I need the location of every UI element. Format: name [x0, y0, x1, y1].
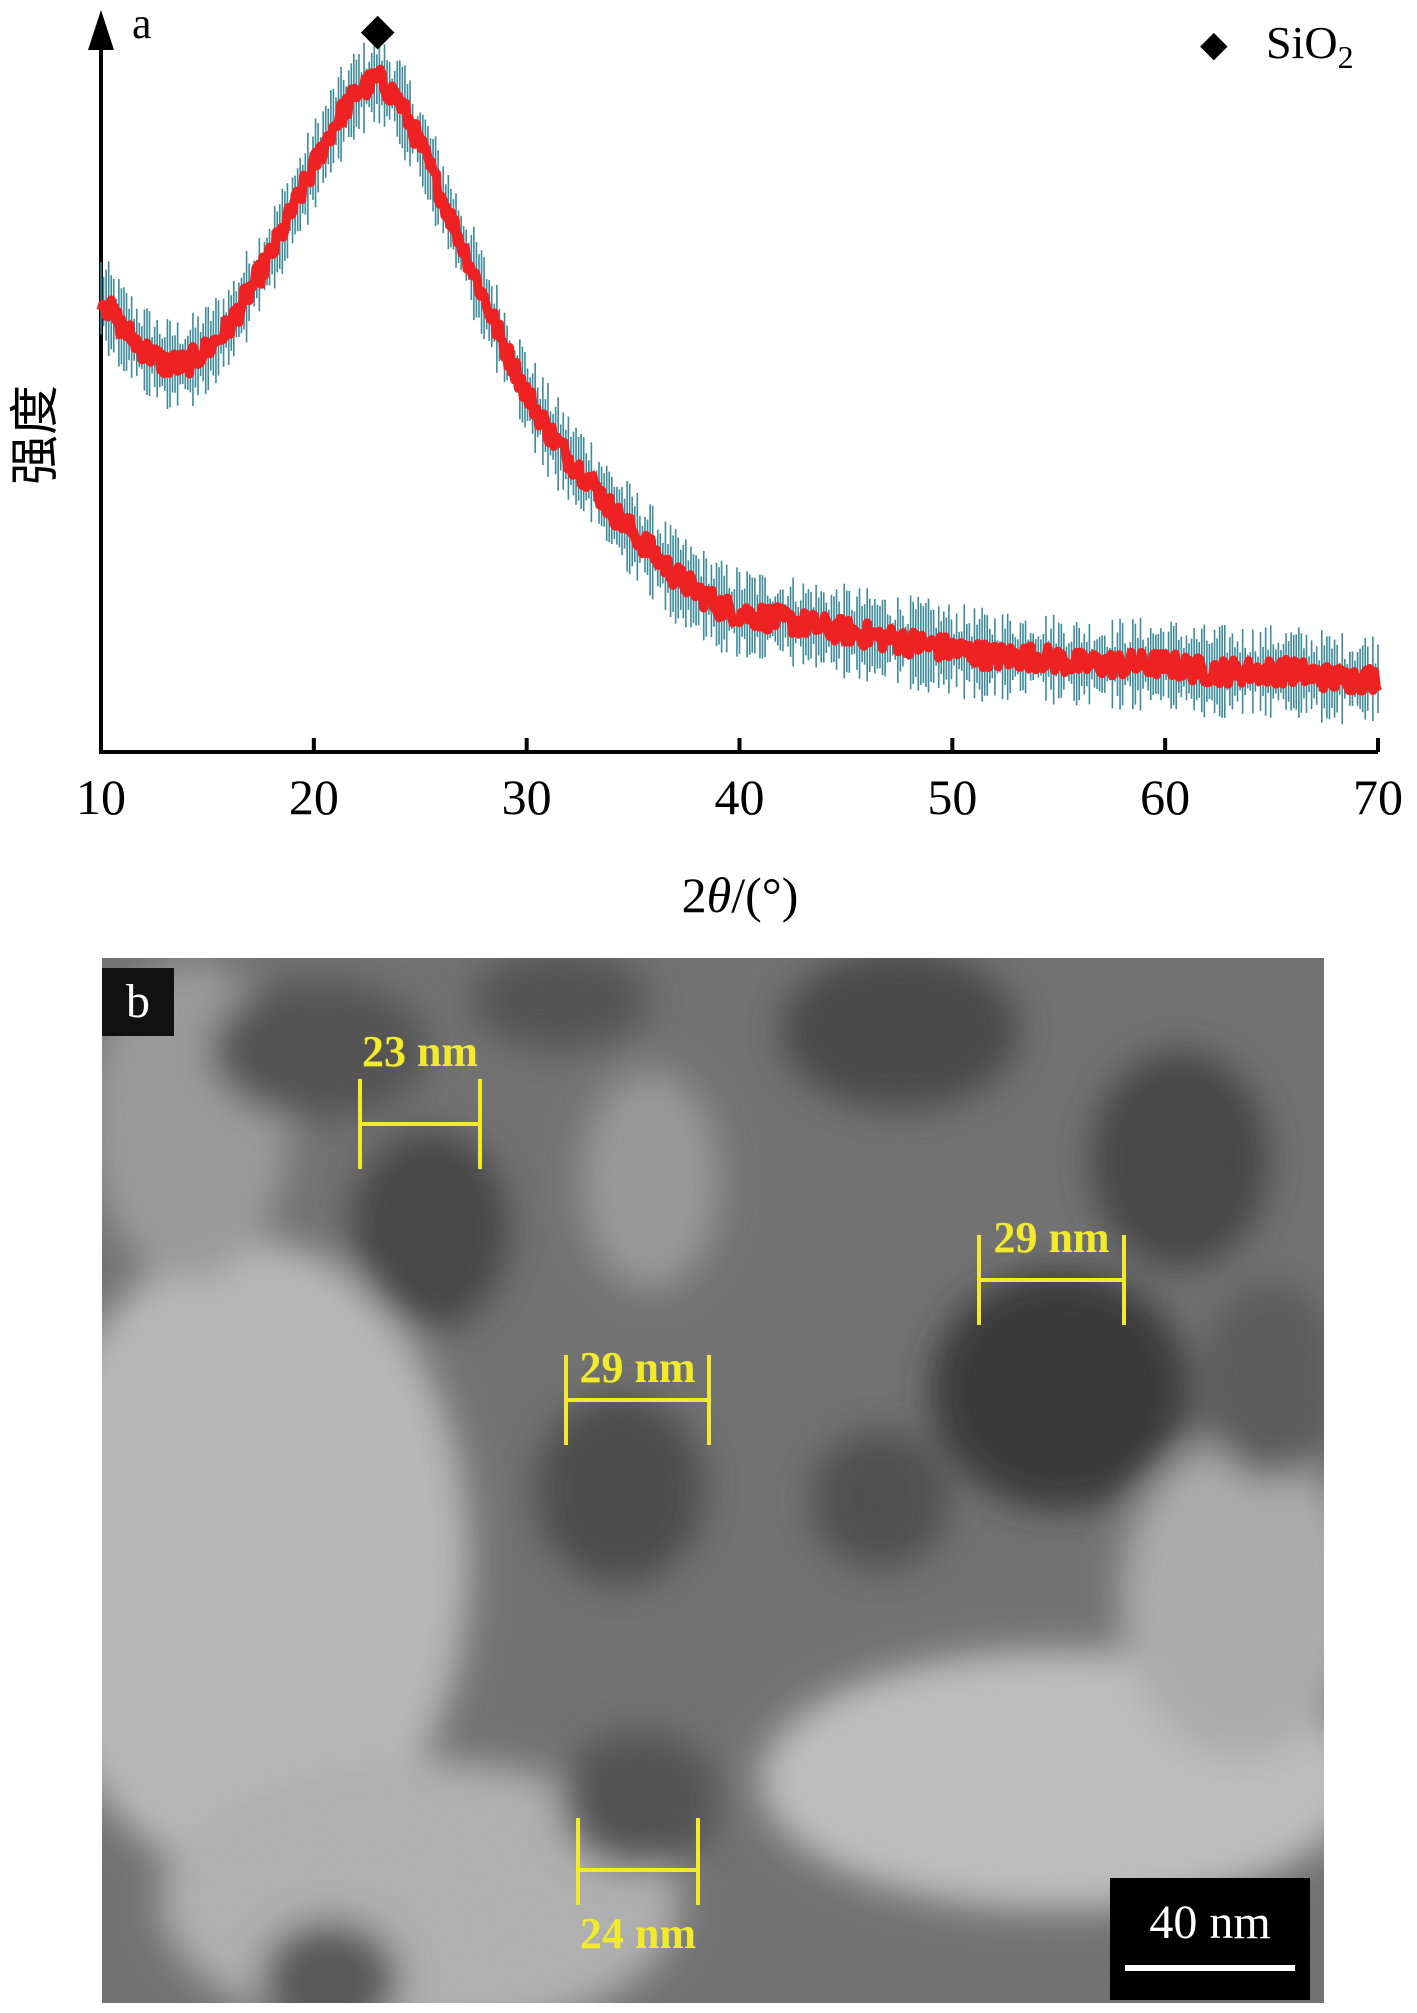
measurement-4: 24 nm — [576, 1818, 700, 1958]
peak-marker-diamond: ◆ — [361, 5, 395, 54]
measurement-1: 23 nm — [358, 1027, 482, 1169]
series-line-sio2 — [96, 64, 1383, 696]
x-tick-label: 70 — [1353, 769, 1403, 825]
panel-a-label: a — [132, 0, 152, 48]
legend-subscript: 2 — [1338, 39, 1354, 75]
scale-bar-box — [1110, 1878, 1310, 2000]
legend-label: SiO2 — [1266, 17, 1354, 75]
x-tick-label: 40 — [715, 769, 765, 825]
x-axis-label-theta: θ — [707, 867, 732, 923]
panel-b-label: b — [126, 975, 150, 1028]
legend-text: SiO — [1266, 17, 1338, 68]
x-axis-label: 2θ/(°) — [682, 867, 799, 923]
x-tick-label: 30 — [502, 769, 552, 825]
panel-a-xrd-chart: a 10 20 30 40 50 60 70 ◆ ◆ SiO2 强度 2θ/(°) — [7, 0, 1403, 923]
measurement-label: 24 nm — [580, 1909, 696, 1958]
measurement-annotations: 23 nm 29 nm 29 nm 24 nm — [358, 1027, 1126, 1958]
measurement-label: 23 nm — [362, 1027, 478, 1076]
x-tick-labels: 10 20 30 40 50 60 70 — [76, 769, 1403, 825]
measurement-label: 29 nm — [579, 1343, 695, 1392]
panel-b-tem-image: b 23 nm 29 nm 29 nm 24 nm 40 nm — [102, 958, 1324, 2003]
measurement-2: 29 nm — [564, 1343, 711, 1445]
legend: ◆ SiO2 — [1200, 17, 1354, 75]
x-tick-label: 60 — [1140, 769, 1190, 825]
measurement-label: 29 nm — [993, 1213, 1109, 1262]
legend-marker-icon: ◆ — [1200, 24, 1228, 64]
x-tick-label: 50 — [927, 769, 977, 825]
x-axis-label-prefix: 2 — [682, 867, 707, 923]
panel-b-label-box — [102, 968, 174, 1036]
scale-bar-label: 40 nm — [1149, 1896, 1270, 1949]
measurement-3: 29 nm — [977, 1213, 1126, 1325]
x-tick-label: 20 — [289, 769, 339, 825]
x-ticks — [99, 738, 1380, 752]
y-axis-label: 强度 — [7, 385, 63, 485]
tem-photo — [102, 958, 1324, 2003]
y-axis-arrow — [88, 10, 114, 50]
x-tick-label: 10 — [76, 769, 126, 825]
x-axis-label-suffix: /(°) — [731, 867, 798, 923]
